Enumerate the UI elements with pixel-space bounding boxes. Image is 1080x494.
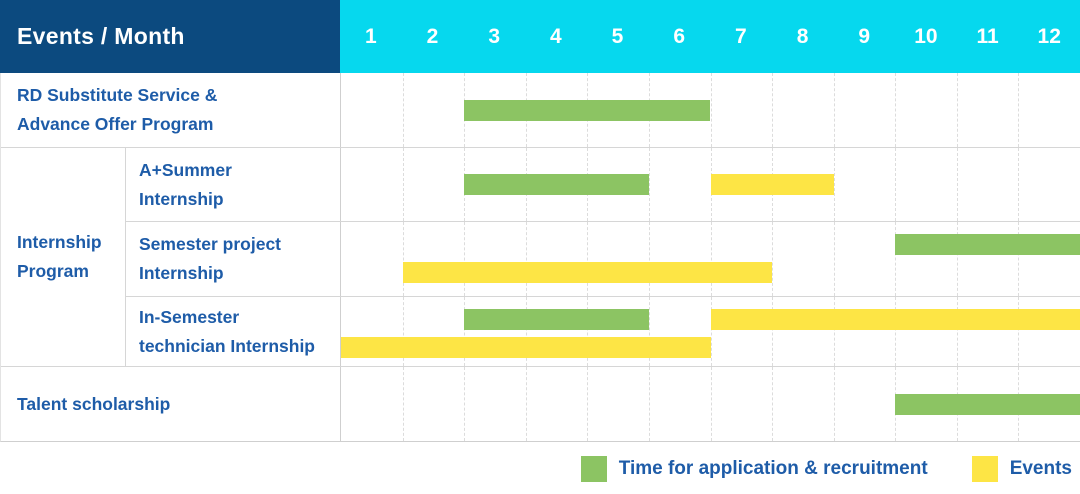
row-label-line: Advance Offer Program xyxy=(17,114,214,134)
month-gridline xyxy=(956,297,958,366)
application-bar xyxy=(895,393,1080,415)
legend-item-event: Events xyxy=(971,456,1072,482)
month-gridline xyxy=(956,148,958,221)
row-timeline xyxy=(340,367,1080,441)
row-label-line: In-Semester xyxy=(139,306,240,327)
application-bar xyxy=(464,174,649,195)
application-bar xyxy=(464,99,711,121)
month-gridline xyxy=(1018,73,1020,147)
month-gridline xyxy=(833,148,835,221)
month-header-cell: 5 xyxy=(611,24,624,48)
row-label: A+Summer Internship xyxy=(125,148,340,221)
month-header: 1 2 3 4 5 6 7 8 9 10 11 12 xyxy=(340,0,1080,73)
header-corner-label: Events / Month xyxy=(0,0,340,73)
month-gridline xyxy=(956,73,958,147)
row-timeline xyxy=(340,73,1080,147)
month-gridline xyxy=(525,367,527,441)
month-gridline xyxy=(464,222,466,296)
month-gridline xyxy=(833,367,835,441)
application-bar xyxy=(464,309,649,330)
month-gridline xyxy=(710,367,712,441)
event-swatch-icon xyxy=(971,456,998,482)
month-header-cell: 3 xyxy=(488,24,501,48)
month-gridline xyxy=(710,73,712,147)
event-bar xyxy=(710,174,834,195)
group-label-line: Program xyxy=(17,261,89,281)
month-gridline xyxy=(648,367,650,441)
month-gridline xyxy=(833,297,835,366)
month-gridline xyxy=(895,148,897,221)
legend-label: Events xyxy=(1009,458,1072,479)
month-gridline xyxy=(587,367,589,441)
row-timeline xyxy=(340,222,1080,296)
events-month-table: Events / Month 1 2 3 4 5 6 7 8 9 10 11 12 RD Substi… xyxy=(0,0,1080,442)
month-gridline xyxy=(402,367,404,441)
month-header-cell: 7 xyxy=(735,24,747,48)
table-row: RD Substitute Service & Advance Offer Pro… xyxy=(1,73,1080,147)
month-gridline xyxy=(648,222,650,296)
row-timeline xyxy=(340,297,1080,366)
event-bar xyxy=(341,337,711,358)
month-header-cell: 9 xyxy=(858,24,871,48)
month-gridline xyxy=(710,222,712,296)
table-row: A+Summer Internship xyxy=(125,148,1080,221)
month-gridline xyxy=(402,148,404,221)
month-gridline xyxy=(710,297,712,366)
month-gridline xyxy=(895,73,897,147)
month-gridline xyxy=(833,73,835,147)
month-header-cell: 6 xyxy=(673,24,686,48)
row-label-line: technician Internship xyxy=(139,335,315,356)
row-label: Talent scholarship xyxy=(1,367,340,441)
month-gridline xyxy=(772,73,774,147)
month-gridline xyxy=(772,367,774,441)
month-header-cell: 4 xyxy=(550,24,562,48)
table-body: RD Substitute Service & Advance Offer Pro… xyxy=(0,73,1080,442)
group-label-line: Internship xyxy=(17,232,102,252)
month-gridline xyxy=(648,148,650,221)
application-bar xyxy=(895,234,1080,255)
row-timeline xyxy=(340,148,1080,221)
month-header-cell: 1 xyxy=(364,24,377,48)
group-section: Internship Program A+Summer Internship Semes… xyxy=(1,147,1080,366)
event-bar xyxy=(402,262,773,283)
month-gridline xyxy=(772,222,774,296)
legend-item-application: Time for application & recruitment xyxy=(580,456,928,482)
month-header-cell: 10 xyxy=(914,24,938,48)
row-label-line: Internship xyxy=(139,188,224,209)
month-gridline xyxy=(402,73,404,147)
group-subrows: A+Summer Internship Semester project Intern… xyxy=(125,148,1080,366)
month-gridline xyxy=(1018,297,1020,366)
row-label-line: Talent scholarship xyxy=(17,393,171,414)
month-header-cell: 11 xyxy=(976,24,999,48)
application-swatch-icon xyxy=(580,456,607,482)
row-label-line: A+Summer xyxy=(139,159,232,180)
table-row: Talent scholarship xyxy=(1,366,1080,441)
row-label: In-Semester technician Internship xyxy=(125,297,340,366)
month-gridline xyxy=(833,222,835,296)
legend: Time for application & recruitment Events xyxy=(0,442,1080,494)
row-label-line: Semester project xyxy=(139,234,282,254)
month-header-cell: 12 xyxy=(1037,24,1061,48)
month-gridline xyxy=(402,222,404,296)
month-gridline xyxy=(587,222,589,296)
legend-label: Time for application & recruitment xyxy=(618,458,928,479)
table-row: In-Semester technician Internship xyxy=(125,296,1080,366)
row-label: Semester project Internship xyxy=(125,222,340,296)
month-gridline xyxy=(525,222,527,296)
month-gridline xyxy=(772,297,774,366)
month-gridline xyxy=(1018,148,1020,221)
row-label-line: RD Substitute Service & xyxy=(17,85,218,105)
row-label: RD Substitute Service & Advance Offer Pro… xyxy=(1,73,340,147)
group-label: Internship Program xyxy=(1,148,125,366)
month-header-cell: 8 xyxy=(796,24,809,48)
table-header-row: Events / Month 1 2 3 4 5 6 7 8 9 10 11 12 xyxy=(0,0,1080,73)
month-gridline xyxy=(895,297,897,366)
event-bar xyxy=(710,309,1080,330)
table-row: Semester project Internship xyxy=(125,221,1080,296)
row-label-line: Internship xyxy=(139,263,224,283)
month-header-cell: 2 xyxy=(426,24,439,48)
month-gridline xyxy=(464,367,466,441)
